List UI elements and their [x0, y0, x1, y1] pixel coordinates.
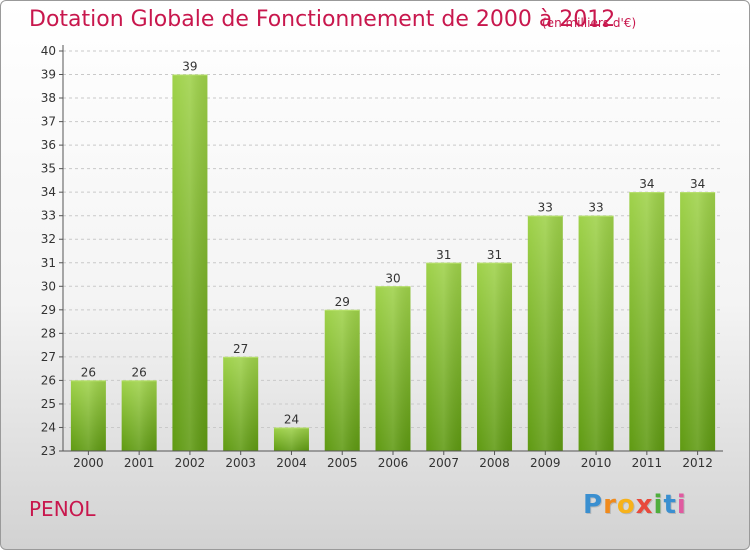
x-tick-label: 2005	[327, 456, 358, 470]
x-tick-label: 2001	[124, 456, 155, 470]
bar-shine	[426, 262, 462, 451]
bar-shine	[121, 380, 157, 451]
x-tick-label: 2007	[428, 456, 459, 470]
bar-shine	[527, 215, 563, 451]
y-tick-label: 29	[41, 303, 56, 317]
bars: 26 26 39 27 24 29 30 31 31 33 33 34 34	[70, 60, 716, 452]
x-tick-label: 2004	[276, 456, 307, 470]
y-tick-label: 34	[41, 185, 56, 199]
bar-value-label: 26	[81, 365, 96, 379]
bar-2010: 33	[578, 201, 614, 451]
bar-value-label: 34	[690, 177, 705, 191]
commune-name: PENOL	[29, 497, 96, 521]
x-tick-label: 2009	[530, 456, 561, 470]
bar-value-label: 27	[233, 342, 248, 356]
bar-value-label: 34	[639, 177, 654, 191]
bar-value-label: 33	[588, 201, 603, 215]
y-tick-label: 23	[41, 444, 56, 458]
bar-shine	[375, 286, 411, 451]
bar-2000: 26	[70, 365, 106, 451]
proxiti-logo: Proxiti	[583, 490, 687, 520]
bar-value-label: 24	[284, 412, 299, 426]
chart-subtitle: (en milliers d'€)	[542, 16, 637, 30]
x-tick-label: 2006	[378, 456, 409, 470]
y-tick-label: 24	[41, 420, 56, 434]
x-tick-label: 2002	[175, 456, 206, 470]
bar-shine	[223, 356, 259, 451]
bar-shine	[70, 380, 106, 451]
bar-shine	[680, 192, 716, 452]
x-tick-label: 2010	[581, 456, 612, 470]
bar-2002: 39	[172, 60, 208, 451]
bar-shine	[324, 309, 360, 451]
bar-2007: 31	[426, 248, 462, 451]
bar-2003: 27	[223, 342, 259, 451]
bar-shine	[578, 215, 614, 451]
bar-2005: 29	[324, 295, 360, 451]
chart-title: Dotation Globale de Fonctionnement de 20…	[29, 7, 616, 32]
bar-value-label: 26	[132, 365, 147, 379]
x-tick-label: 2012	[682, 456, 713, 470]
bar-value-label: 30	[385, 271, 400, 285]
bar-2008: 31	[477, 248, 513, 451]
x-axis-ticks: 2000 2001 2002 2003 2004 2005 2006 2007 2008 2009…	[73, 451, 713, 470]
bar-2012: 34	[680, 177, 716, 452]
y-tick-label: 31	[41, 256, 56, 270]
bar-shine	[172, 74, 208, 451]
x-tick-label: 2008	[479, 456, 510, 470]
bar-value-label: 33	[538, 201, 553, 215]
bar-value-label: 31	[487, 248, 502, 262]
bar-2011: 34	[629, 177, 665, 452]
y-tick-label: 39	[41, 68, 56, 82]
y-tick-label: 32	[41, 232, 56, 246]
y-tick-label: 33	[41, 209, 56, 223]
bar-shine	[273, 427, 309, 451]
bar-2006: 30	[375, 271, 411, 451]
bar-value-label: 39	[182, 60, 197, 74]
y-tick-label: 38	[41, 91, 56, 105]
y-tick-label: 35	[41, 162, 56, 176]
y-tick-label: 36	[41, 138, 56, 152]
y-tick-label: 30	[41, 279, 56, 293]
bar-shine	[477, 262, 513, 451]
y-tick-label: 27	[41, 350, 56, 364]
bar-2009: 33	[527, 201, 563, 451]
y-tick-label: 40	[41, 44, 56, 58]
y-tick-label: 25	[41, 397, 56, 411]
bar-2001: 26	[121, 365, 157, 451]
bar-2004: 24	[273, 412, 309, 451]
y-axis-ticks: 23 24 25 26 27 28 29 30 31 32 33 34 35 36 37 38 39 40	[41, 44, 63, 458]
x-tick-label: 2011	[632, 456, 663, 470]
y-tick-label: 37	[41, 115, 56, 129]
axes	[62, 45, 723, 452]
x-tick-label: 2000	[73, 456, 104, 470]
bar-shine	[629, 192, 665, 452]
bar-value-label: 29	[335, 295, 350, 309]
y-tick-label: 28	[41, 326, 56, 340]
y-tick-label: 26	[41, 373, 56, 387]
bar-value-label: 31	[436, 248, 451, 262]
x-tick-label: 2003	[225, 456, 256, 470]
